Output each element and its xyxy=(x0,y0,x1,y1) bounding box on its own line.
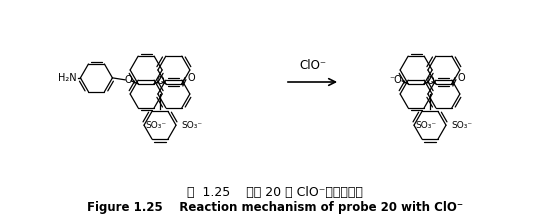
Text: SO₃⁻: SO₃⁻ xyxy=(145,121,167,130)
Text: SO₃⁻: SO₃⁻ xyxy=(181,121,202,130)
Text: Figure 1.25    Reaction mechanism of probe 20 with ClO⁻: Figure 1.25 Reaction mechanism of probe … xyxy=(87,202,463,215)
Text: O: O xyxy=(458,73,465,83)
Text: ⁻O: ⁻O xyxy=(390,75,403,85)
Text: O: O xyxy=(124,75,132,85)
Text: SO₃⁻: SO₃⁻ xyxy=(451,121,472,130)
Text: O: O xyxy=(188,73,195,83)
Text: H₂N: H₂N xyxy=(58,73,76,83)
Text: 图  1.25    探针 20 与 ClO⁻的反应机理: 图 1.25 探针 20 与 ClO⁻的反应机理 xyxy=(187,186,363,198)
Text: O: O xyxy=(426,76,434,86)
Text: ClO⁻: ClO⁻ xyxy=(299,59,326,72)
Text: O: O xyxy=(156,76,164,86)
Text: SO₃⁻: SO₃⁻ xyxy=(415,121,437,130)
